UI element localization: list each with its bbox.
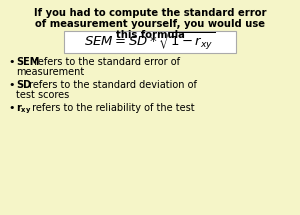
Text: SEM: SEM [16,57,39,67]
Text: test scores: test scores [16,90,69,100]
Text: measurement: measurement [16,67,84,77]
Text: •: • [8,80,14,90]
Text: refers to the reliability of the test: refers to the reliability of the test [29,103,195,113]
Text: refers to the standard error of: refers to the standard error of [31,57,180,67]
Text: refers to the standard deviation of: refers to the standard deviation of [26,80,197,90]
Text: SD: SD [16,80,31,90]
FancyBboxPatch shape [64,31,236,53]
Text: •: • [8,103,14,113]
Text: If you had to compute the standard error: If you had to compute the standard error [34,8,266,18]
Text: $\mathbf{r_{xy}}$: $\mathbf{r_{xy}}$ [16,103,32,116]
Text: this formula: this formula [116,30,184,40]
Text: of measurement yourself, you would use: of measurement yourself, you would use [35,19,265,29]
Text: $\mathit{SEM} = \mathit{SD} * \sqrt{1 - r_{xy}}$: $\mathit{SEM} = \mathit{SD} * \sqrt{1 - … [84,31,216,53]
Text: •: • [8,57,14,67]
